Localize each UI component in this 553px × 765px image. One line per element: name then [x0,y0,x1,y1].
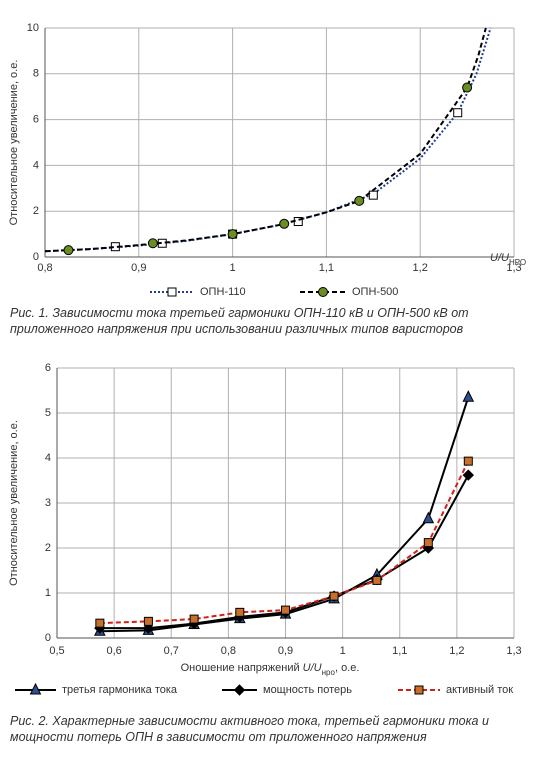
y-tick-label: 2 [45,542,51,554]
x-tick-label: 0,8 [37,262,52,274]
marker [463,456,473,466]
x-label-part: U/U [303,662,322,674]
y-tick-label: 4 [33,159,39,171]
series-line [99,396,470,633]
marker [143,616,153,626]
x-tick-label: 1,1 [392,645,407,657]
marker [423,538,433,548]
marker [63,245,74,256]
series-line [44,27,487,253]
series-line [99,474,470,630]
legend-marker [318,287,328,297]
marker [279,218,290,229]
x-tick-label: 1,3 [506,645,521,657]
marker [227,229,238,240]
marker [354,195,365,206]
y-tick-label: 2 [33,205,39,217]
y-tick-label: 0 [45,632,51,644]
y-axis-label: Относительное увеличение, о.е. [8,60,20,226]
marker [372,575,382,585]
x-label-part: Оношение напряжений [181,662,303,674]
legend-label: ОПН-500 [352,286,398,298]
x-tick-label: 1,3 [506,262,521,274]
x-tick-label: 0,6 [106,645,121,657]
x-tick-label: 0,7 [164,645,179,657]
x-tick-label: 0,9 [278,645,293,657]
legend-label: ОПН-110 [200,286,246,298]
marker [462,469,475,481]
legend-marker [414,685,424,695]
legend-label: активный ток [446,684,513,696]
x-tick-label: 1,2 [449,645,464,657]
x-axis-label: U/UНРО [490,252,526,267]
x-tick-label: 1,1 [319,262,334,274]
x-tick-label: 0,8 [221,645,236,657]
y-tick-label: 6 [45,362,51,374]
legend-marker [233,684,246,696]
x-tick-label: 0,9 [131,262,146,274]
marker [368,190,378,200]
marker [462,82,473,93]
y-tick-label: 6 [33,114,39,126]
y-tick-label: 1 [45,587,51,599]
x-tick-label: 1,2 [413,262,428,274]
x-label-part: нро [322,668,336,677]
legend-label: мощность потерь [263,684,352,696]
y-tick-label: 8 [33,68,39,80]
x-label-part: , о.е. [335,662,359,674]
marker [189,614,199,624]
series-line [44,27,492,253]
y-tick-label: 4 [45,452,51,464]
y-tick-label: 5 [45,407,51,419]
legend-marker [167,287,177,297]
y-tick-label: 3 [45,497,51,509]
caption: Рис. 2. Характерные зависимости активног… [10,714,489,744]
y-axis-label: Относительное увеличение, о.е. [8,420,20,586]
x-label-part: НРО [509,258,526,267]
x-label-part: U/U [490,252,509,264]
marker [329,591,339,601]
marker [281,605,290,615]
legend-marker [29,682,42,695]
marker [453,108,463,118]
marker [95,618,105,628]
y-tick-label: 0 [33,251,39,263]
y-tick-label: 10 [27,22,39,34]
x-tick-label: 1 [340,645,346,657]
marker [462,390,475,402]
x-tick-label: 1 [230,262,236,274]
marker [422,511,435,524]
caption: Рис. 1. Зависимости тока третьей гармони… [10,306,469,336]
series-line [99,460,470,625]
marker [235,607,245,617]
x-axis-label: Оношение напряжений U/Uнро, о.е. [181,662,360,677]
x-tick-label: 0,5 [49,645,64,657]
marker [147,238,158,249]
legend-label: третья гармоника тока [62,684,178,696]
